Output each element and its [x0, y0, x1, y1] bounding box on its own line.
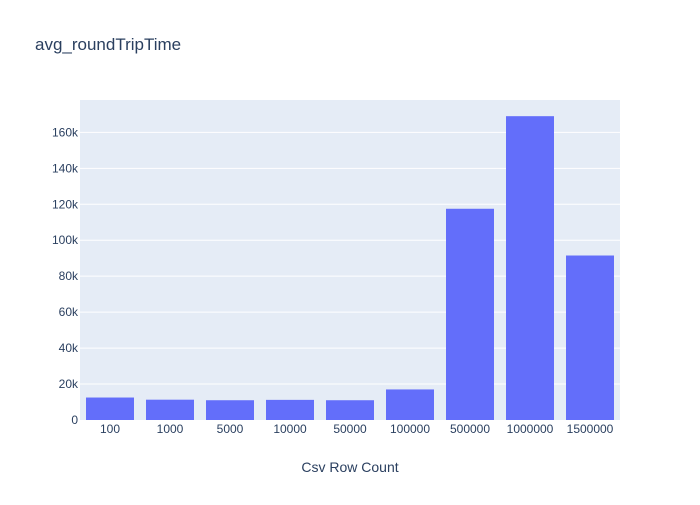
- bar-500000[interactable]: [446, 208, 494, 420]
- x-tick-label: 500000: [450, 422, 490, 436]
- x-axis-ticks: 100 1000 5000 10000 50000 100000 500000 1000000…: [100, 422, 614, 436]
- y-axis-ticks: 0 20k 40k 60k 80k 100k 120k 140k 160k: [52, 125, 79, 427]
- bar-10000[interactable]: [266, 399, 314, 420]
- x-tick-label: 100000: [390, 422, 430, 436]
- y-tick-label: 100k: [52, 233, 79, 247]
- y-tick-label: 140k: [52, 161, 79, 175]
- y-tick-label: 0: [71, 413, 78, 427]
- bar-50000[interactable]: [326, 400, 374, 420]
- bar-1500000[interactable]: [566, 255, 614, 420]
- y-tick-label: 60k: [59, 305, 79, 319]
- y-tick-label: 80k: [59, 269, 79, 283]
- x-tick-label: 50000: [333, 422, 367, 436]
- bar-100[interactable]: [86, 397, 134, 420]
- x-axis-title: Csv Row Count: [301, 459, 398, 475]
- x-tick-label: 5000: [217, 422, 244, 436]
- bar-5000[interactable]: [206, 400, 254, 420]
- y-tick-label: 20k: [59, 377, 79, 391]
- y-tick-label: 120k: [52, 197, 79, 211]
- x-tick-label: 1500000: [567, 422, 614, 436]
- chart-title: avg_roundTripTime: [35, 35, 181, 54]
- bars: [86, 116, 614, 420]
- x-tick-label: 1000: [157, 422, 184, 436]
- bar-1000[interactable]: [146, 399, 194, 420]
- x-tick-label: 10000: [273, 422, 307, 436]
- x-tick-label: 100: [100, 422, 120, 436]
- y-tick-label: 160k: [52, 125, 79, 139]
- x-tick-label: 1000000: [507, 422, 554, 436]
- y-tick-label: 40k: [59, 341, 79, 355]
- bar-1000000[interactable]: [506, 116, 554, 420]
- bar-100000[interactable]: [386, 389, 434, 420]
